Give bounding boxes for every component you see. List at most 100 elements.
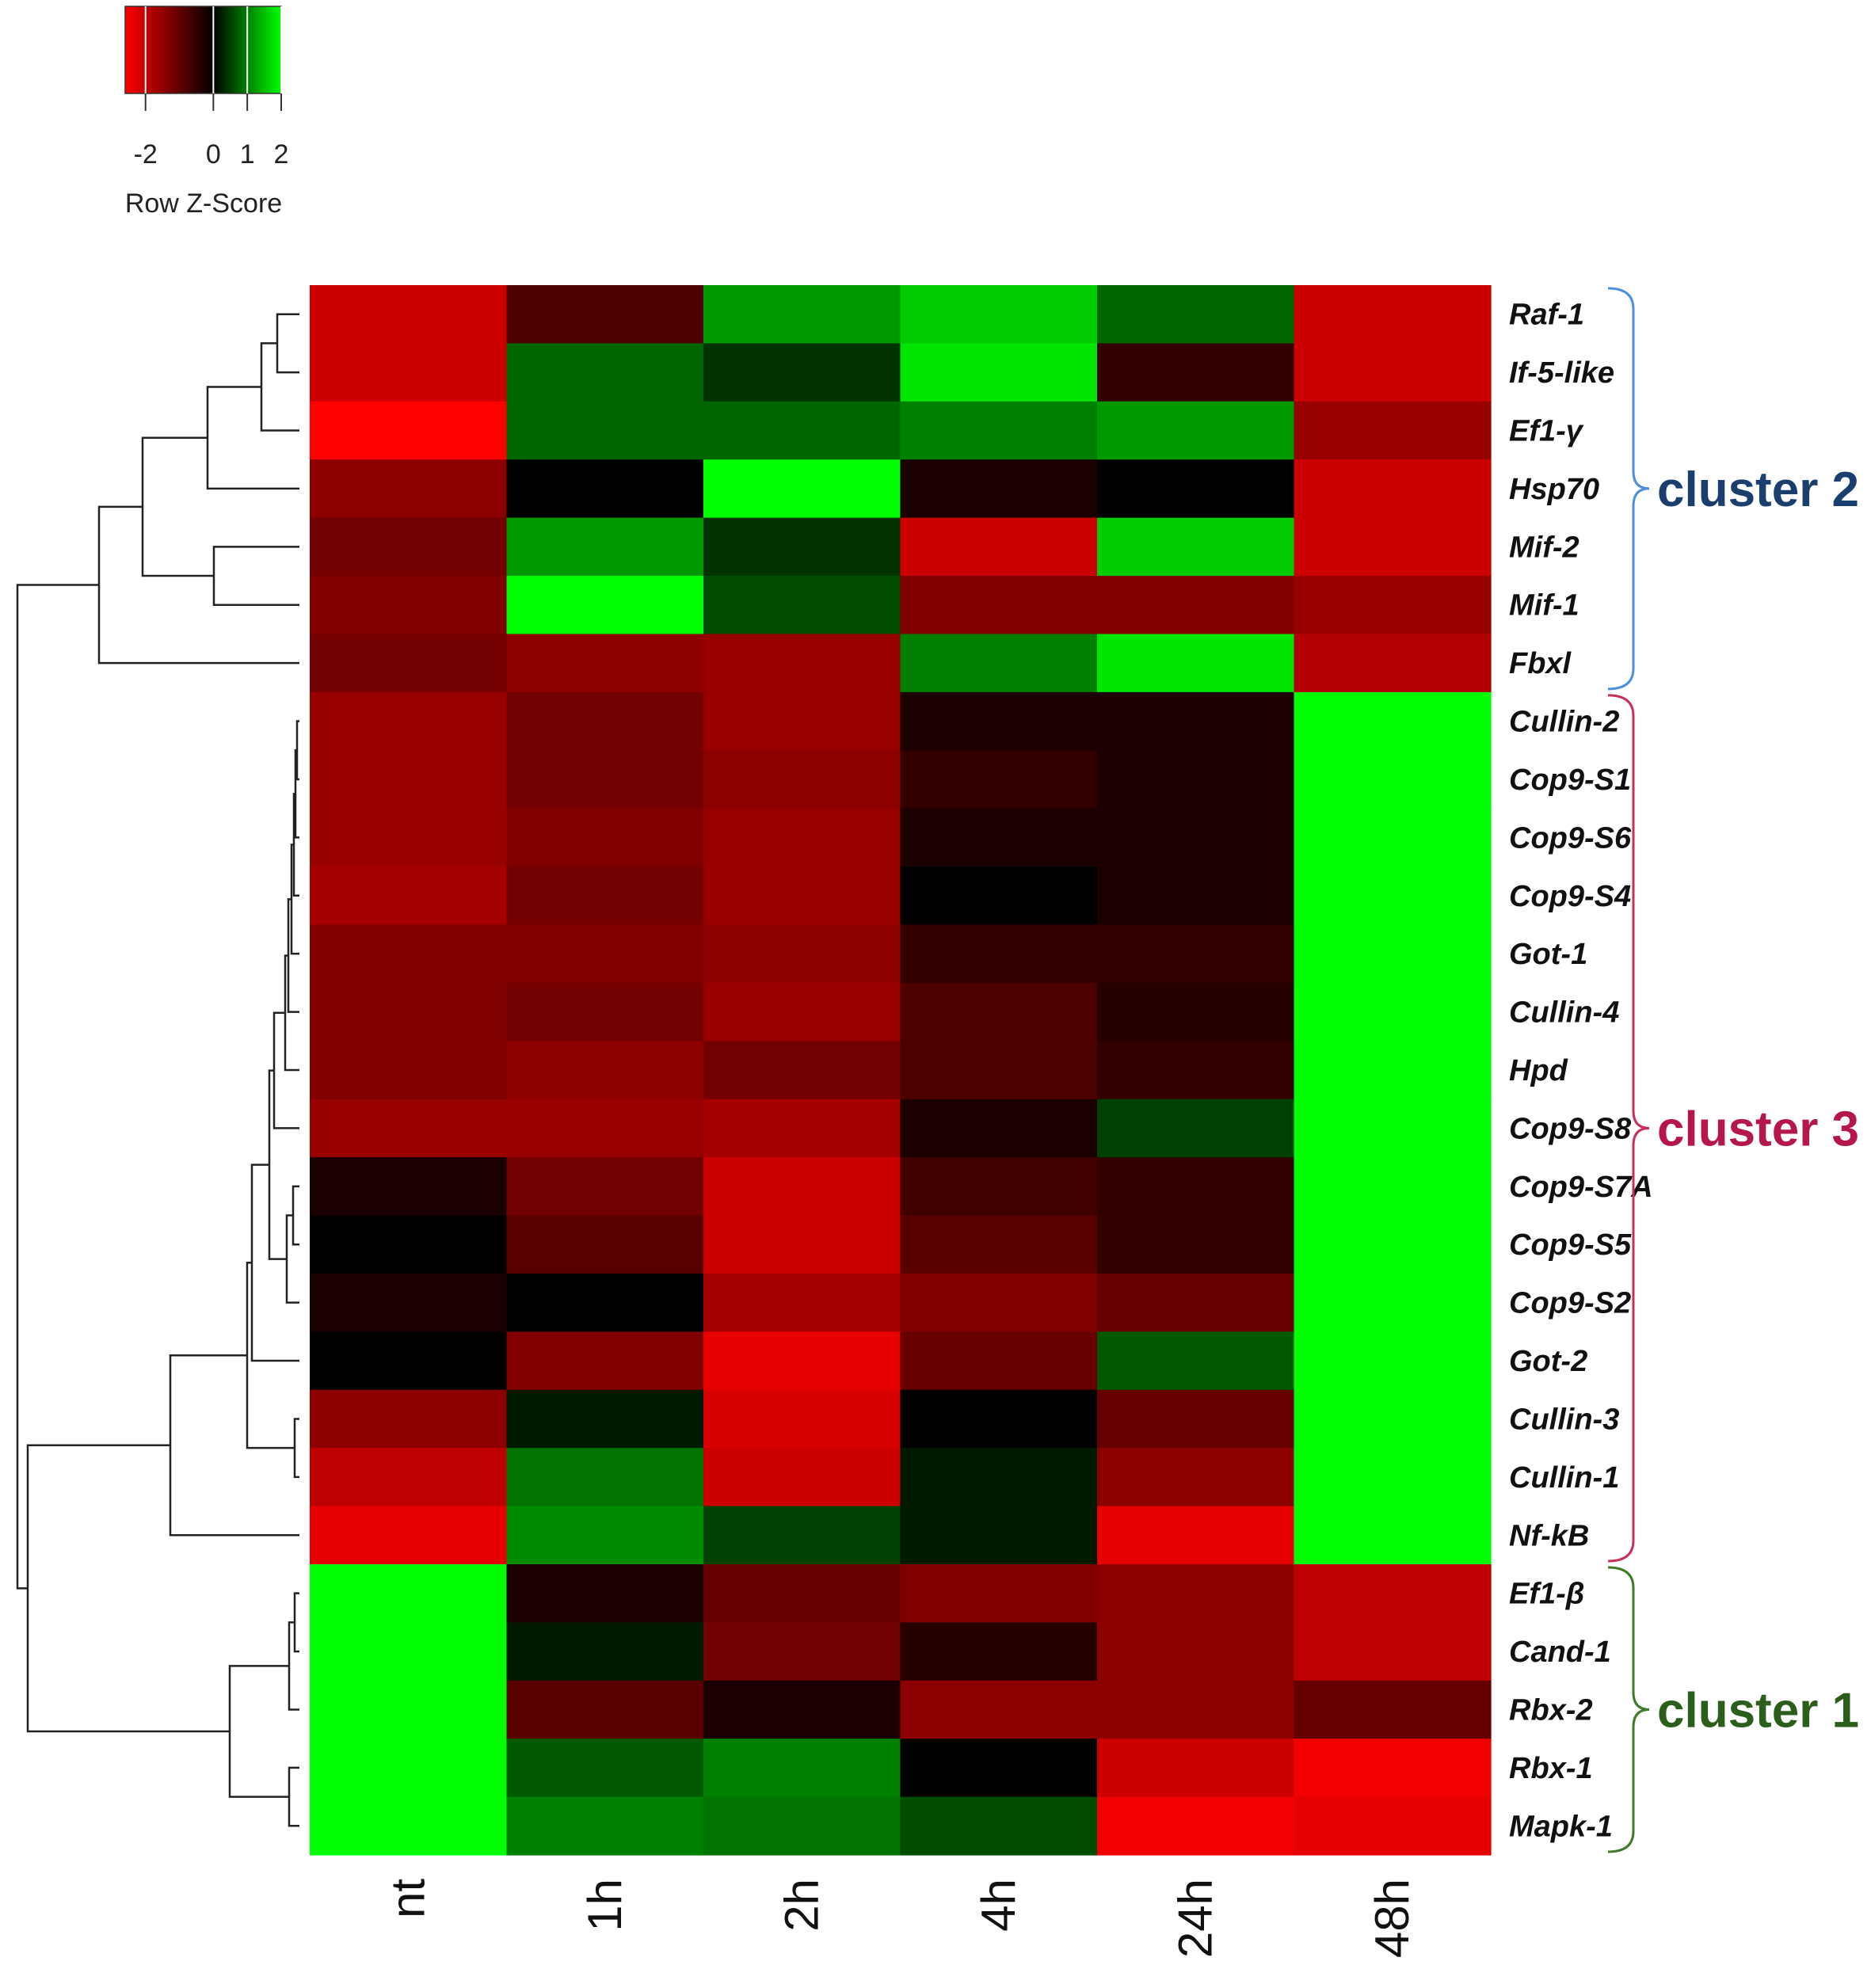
row-label: Cullin-3	[1509, 1403, 1619, 1436]
heatmap-cell	[310, 982, 508, 1042]
heatmap-cell	[703, 1389, 901, 1449]
heatmap-cell	[506, 691, 704, 751]
heatmap-cell	[506, 982, 704, 1042]
row-label: Cop9-S2	[1509, 1287, 1631, 1320]
heatmap-cell	[1294, 1157, 1492, 1217]
heatmap-cell	[900, 982, 1098, 1042]
heatmap-cell	[900, 1680, 1098, 1739]
heatmap-cell	[1294, 750, 1492, 809]
heatmap-cell	[310, 1563, 508, 1623]
color-key-ticks: -2 0 1 2	[134, 6, 289, 169]
heatmap-cell	[1294, 343, 1492, 402]
heatmap-cell	[1294, 459, 1492, 519]
heatmap-cell	[1294, 924, 1492, 984]
heatmap-cell	[310, 1448, 508, 1507]
row-label: Cop9-S1	[1509, 764, 1631, 797]
heatmap-cell	[703, 1331, 901, 1391]
heatmap-cell	[310, 808, 508, 867]
heatmap-cell	[1097, 1041, 1295, 1100]
heatmap-cell	[703, 924, 901, 984]
heatmap-cell	[1097, 1215, 1295, 1274]
row-label: Mif-1	[1509, 589, 1579, 623]
cluster-bracket	[1607, 287, 1650, 691]
heatmap-cell	[506, 1099, 704, 1158]
dendrogram-branch	[292, 793, 299, 897]
heatmap-cell	[703, 1099, 901, 1158]
row-label: Hsp70	[1509, 473, 1599, 506]
heatmap-cell	[1294, 982, 1492, 1042]
dendrogram-branch	[268, 1069, 287, 1260]
heatmap-cell	[1294, 1273, 1492, 1332]
row-label: Nf-kB	[1509, 1519, 1589, 1552]
heatmap-cell	[703, 285, 901, 345]
heatmap-cell	[703, 517, 901, 577]
heatmap-cell	[1097, 1622, 1295, 1681]
heatmap-cell	[703, 982, 901, 1042]
heatmap-cell	[506, 1273, 704, 1332]
heatmap-cell	[703, 459, 901, 519]
color-key-tick-label: 0	[206, 139, 221, 169]
heatmap-cell	[703, 401, 901, 460]
row-label: Got-1	[1509, 938, 1587, 971]
heatmap-cell	[506, 1563, 704, 1623]
heatmap-cell	[1294, 1506, 1492, 1565]
heatmap-cell	[1294, 691, 1492, 751]
row-label: Cop9-S7A	[1509, 1171, 1653, 1204]
heatmap-cell	[310, 634, 508, 693]
heatmap-cell	[1097, 982, 1295, 1042]
heatmap-cell	[506, 808, 704, 867]
heatmap-cell	[506, 1680, 704, 1739]
row-label: Cand-1	[1509, 1636, 1611, 1669]
heatmap-cell	[506, 1157, 704, 1217]
heatmap-cell	[900, 517, 1098, 577]
heatmap-cell	[703, 1622, 901, 1681]
heatmap-cell	[310, 1099, 508, 1158]
heatmap-cells	[310, 285, 1492, 1856]
column-label: 1h	[578, 1879, 631, 1932]
heatmap-cell	[900, 1448, 1098, 1507]
dendrogram-branch	[293, 1418, 299, 1479]
heatmap-cell	[900, 1622, 1098, 1681]
heatmap-cell	[900, 459, 1098, 519]
row-label: Cullin-1	[1509, 1461, 1619, 1495]
heatmap-cell	[506, 343, 704, 402]
heatmap-cell	[1097, 1273, 1295, 1332]
heatmap-cell	[1097, 808, 1295, 867]
heatmap-cell	[506, 1622, 704, 1681]
heatmap-cell	[1294, 517, 1492, 577]
heatmap-cell	[1294, 1680, 1492, 1739]
heatmap-cell	[506, 401, 704, 460]
heatmap-cell	[1097, 1157, 1295, 1217]
heatmap-cell	[310, 1506, 508, 1565]
heatmap-cell	[310, 1796, 508, 1856]
row-label: Cop9-S8	[1509, 1112, 1632, 1145]
dendrogram-branch	[276, 313, 299, 374]
heatmap-cell	[310, 576, 508, 635]
heatmap-cell	[1294, 401, 1492, 460]
row-label: Got-2	[1509, 1345, 1587, 1378]
heatmap-cell	[1294, 1563, 1492, 1623]
row-dendrogram	[16, 313, 299, 1827]
heatmap-cell	[900, 343, 1098, 402]
color-key-bar	[124, 6, 282, 94]
row-label: Cop9-S5	[1509, 1228, 1632, 1262]
heatmap-cell	[1294, 1331, 1492, 1391]
heatmap-cell	[900, 1273, 1098, 1332]
dendrogram-branch	[288, 1766, 299, 1827]
heatmap-cell	[310, 1389, 508, 1449]
row-label: Ef1-γ	[1509, 415, 1584, 448]
heatmap-cell	[506, 634, 704, 693]
row-label: Mif-2	[1509, 531, 1579, 564]
heatmap-cell	[703, 634, 901, 693]
heatmap-cell	[1294, 1041, 1492, 1100]
heatmap-cell	[1294, 1215, 1492, 1274]
color-key-tick-label: 2	[274, 139, 289, 169]
heatmap-cell	[1097, 1389, 1295, 1449]
heatmap-cell	[506, 1215, 704, 1274]
heatmap-cell	[1097, 866, 1295, 926]
heatmap-cell	[1294, 285, 1492, 345]
heatmap-cell	[1097, 1680, 1295, 1739]
column-label: 24h	[1168, 1879, 1221, 1958]
row-label: Rbx-1	[1509, 1752, 1593, 1785]
heatmap-cell	[703, 1739, 901, 1798]
